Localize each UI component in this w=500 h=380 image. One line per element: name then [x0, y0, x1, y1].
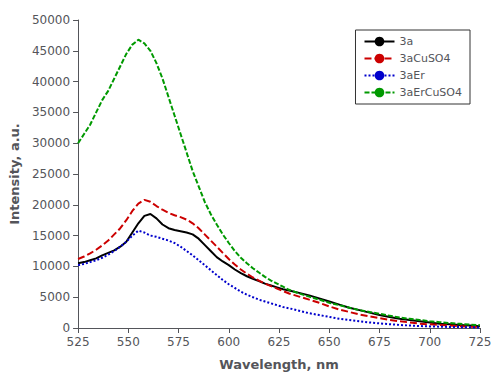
svg-text:50000: 50000	[32, 13, 70, 27]
svg-text:45000: 45000	[32, 44, 70, 58]
svg-text:35000: 35000	[32, 105, 70, 119]
svg-text:15000: 15000	[32, 229, 70, 243]
svg-text:700: 700	[418, 335, 441, 349]
svg-text:10000: 10000	[32, 259, 70, 273]
svg-text:30000: 30000	[32, 136, 70, 150]
svg-text:Intensity, a.u.: Intensity, a.u.	[7, 123, 22, 225]
svg-text:5000: 5000	[40, 290, 71, 304]
svg-text:3a: 3a	[399, 35, 413, 48]
svg-text:550: 550	[117, 335, 140, 349]
svg-text:25000: 25000	[32, 167, 70, 181]
svg-text:675: 675	[368, 335, 391, 349]
svg-text:725: 725	[469, 335, 492, 349]
svg-text:650: 650	[318, 335, 341, 349]
svg-text:3aEr: 3aEr	[399, 69, 425, 82]
svg-text:3aCuSO4: 3aCuSO4	[399, 52, 450, 65]
svg-text:0: 0	[62, 321, 70, 335]
svg-text:20000: 20000	[32, 198, 70, 212]
svg-text:3aErCuSO4: 3aErCuSO4	[399, 86, 462, 99]
svg-text:40000: 40000	[32, 75, 70, 89]
svg-text:625: 625	[268, 335, 291, 349]
svg-text:600: 600	[217, 335, 240, 349]
svg-text:525: 525	[67, 335, 90, 349]
svg-text:Wavelength, nm: Wavelength, nm	[219, 357, 339, 372]
svg-text:575: 575	[167, 335, 190, 349]
